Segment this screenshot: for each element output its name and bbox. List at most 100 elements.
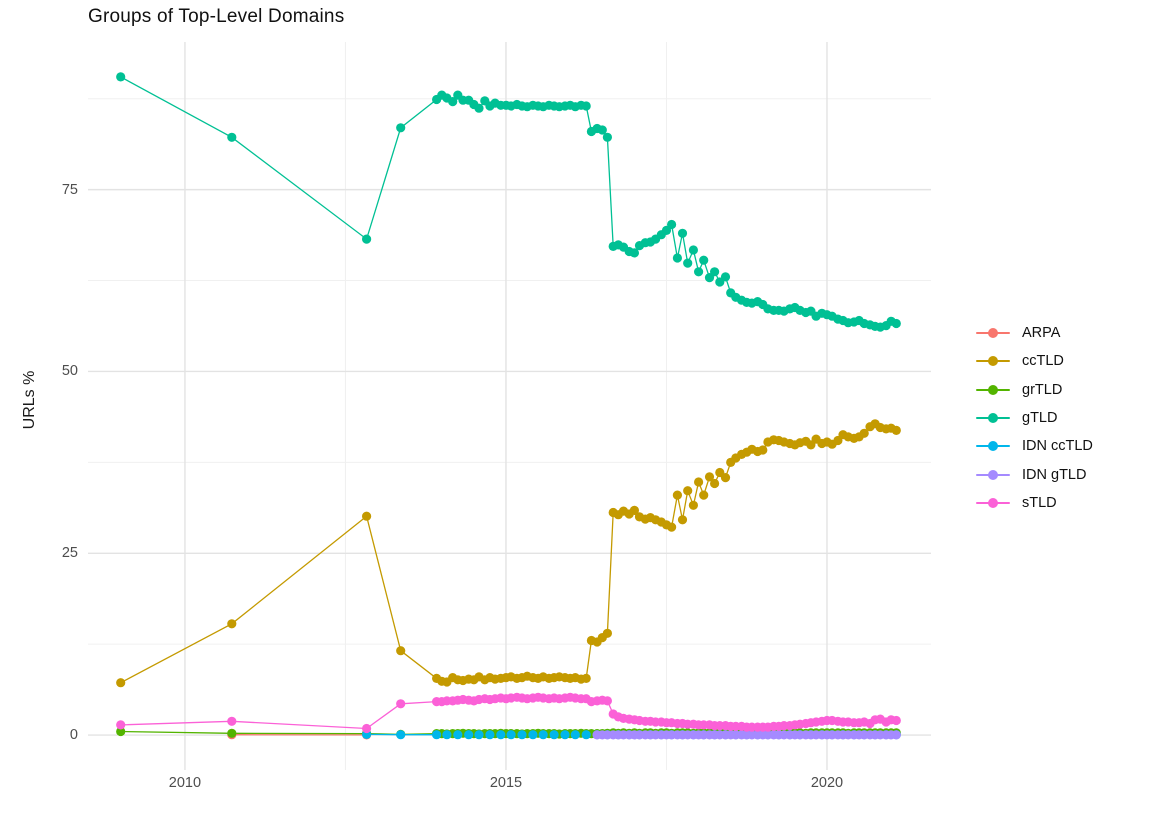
- x-tick-label-2020: 2020: [810, 775, 844, 791]
- series-point-cctld: [362, 511, 372, 521]
- series-point-cctld: [116, 678, 126, 688]
- legend-key-dot: [988, 384, 998, 395]
- series-point-cctld: [683, 486, 693, 496]
- series-point-gtld: [720, 272, 731, 282]
- legend-key-dot: [988, 469, 998, 480]
- legend-key-icon-cctld: [976, 355, 1010, 367]
- legend-item-gtld: gTLD: [976, 404, 1093, 432]
- series-point-stld: [891, 715, 901, 726]
- series-point-idn-cctld: [442, 730, 452, 740]
- series-point-idn-cctld: [432, 730, 442, 740]
- series-point-gtld: [629, 248, 640, 258]
- legend-label-grtld: grTLD: [1022, 381, 1063, 398]
- legend-key-dot: [988, 413, 998, 424]
- series-point-idn-cctld: [581, 730, 591, 740]
- series-point-gtld: [116, 72, 126, 82]
- series-point-cctld: [629, 505, 640, 515]
- series-point-cctld: [859, 428, 869, 438]
- series-point-cctld: [602, 628, 613, 638]
- y-tick-label-25: 25: [61, 545, 78, 562]
- y-tick-label-50: 50: [61, 363, 78, 380]
- series-point-gtld: [667, 219, 677, 230]
- series-point-cctld: [688, 500, 699, 510]
- legend-item-cctld: ccTLD: [976, 347, 1093, 375]
- legend-item-idn-gtld: IDN gTLD: [976, 460, 1093, 488]
- series-point-gtld: [694, 267, 704, 277]
- legend: ARPA ccTLD grTLD gTLD IDN ccTLD IDN gTLD sTLD: [976, 319, 1093, 517]
- series-point-gtld: [677, 228, 688, 238]
- legend-key-dot: [988, 328, 998, 339]
- legend-key-icon-idn-cctld: [976, 440, 1010, 452]
- series-point-idn-cctld: [549, 730, 559, 740]
- x-tick-label-2015: 2015: [489, 775, 523, 791]
- series-point-cctld: [677, 515, 688, 525]
- legend-key-icon-stld: [976, 497, 1010, 509]
- series-point-cctld: [581, 673, 591, 684]
- legend-key-dot: [988, 441, 998, 452]
- series-point-stld: [602, 696, 613, 706]
- legend-item-stld: sTLD: [976, 489, 1093, 517]
- series-point-idn-cctld: [396, 730, 406, 740]
- legend-item-grtld: grTLD: [976, 376, 1093, 404]
- series-point-idn-cctld: [474, 730, 484, 740]
- series-point-cctld: [699, 490, 709, 500]
- series-point-gtld: [602, 132, 613, 142]
- y-axis-title: URLs %: [21, 370, 38, 430]
- series-line-gtld: [120, 76, 897, 328]
- legend-label-arpa: ARPA: [1022, 325, 1061, 342]
- series-point-idn-cctld: [560, 730, 570, 740]
- legend-key-dot: [988, 356, 998, 367]
- series-point-grtld: [116, 726, 126, 737]
- series-point-cctld: [710, 478, 720, 489]
- series-point-stld: [362, 723, 372, 734]
- legend-label-idn-gtld: IDN gTLD: [1022, 466, 1087, 483]
- series-point-cctld: [672, 490, 683, 500]
- series-point-gtld: [396, 123, 406, 133]
- series-point-gtld: [683, 258, 693, 268]
- legend-label-gtld: gTLD: [1022, 410, 1058, 427]
- series-point-stld: [227, 716, 237, 726]
- series-point-idn-cctld: [538, 730, 548, 740]
- legend-key-icon-arpa: [976, 327, 1010, 339]
- series-point-idn-cctld: [570, 730, 580, 740]
- legend-item-arpa: ARPA: [976, 319, 1093, 347]
- series-point-cctld: [891, 425, 901, 435]
- chart-title: Groups of Top-Level Domains: [88, 6, 345, 27]
- series-point-cctld: [758, 445, 768, 455]
- series-point-cctld: [396, 646, 406, 656]
- legend-key-icon-grtld: [976, 384, 1010, 396]
- legend-key-dot: [988, 497, 998, 508]
- y-tick-label-75: 75: [61, 181, 78, 198]
- series-point-stld: [396, 699, 406, 709]
- series-point-idn-gtld: [891, 730, 901, 740]
- series-point-idn-cctld: [453, 730, 463, 740]
- series-point-idn-cctld: [517, 730, 527, 740]
- series-point-cctld: [227, 619, 237, 629]
- legend-label-idn-cctld: IDN ccTLD: [1022, 438, 1093, 455]
- series-point-stld: [116, 720, 126, 730]
- legend-key-icon-gtld: [976, 412, 1010, 424]
- series-point-idn-cctld: [464, 730, 474, 740]
- series-point-grtld: [227, 728, 237, 738]
- series-point-gtld: [448, 97, 458, 107]
- series-point-cctld: [694, 477, 704, 487]
- series-point-gtld: [710, 267, 720, 277]
- series-point-gtld: [672, 253, 683, 263]
- x-tick-label-2010: 2010: [168, 775, 202, 791]
- series-point-gtld: [688, 245, 699, 255]
- series-point-gtld: [227, 132, 237, 142]
- y-tick-label-0: 0: [69, 727, 78, 744]
- series-point-idn-cctld: [496, 730, 506, 740]
- series-point-gtld: [597, 125, 607, 135]
- series-point-idn-cctld: [485, 730, 495, 740]
- series-point-cctld: [720, 473, 731, 483]
- series-point-gtld: [581, 101, 591, 111]
- series-point-cctld: [667, 522, 677, 532]
- legend-label-cctld: ccTLD: [1022, 353, 1064, 370]
- series-point-gtld: [474, 103, 484, 113]
- series-point-cctld: [704, 472, 715, 482]
- series-point-gtld: [699, 255, 709, 265]
- legend-key-icon-idn-gtld: [976, 469, 1010, 481]
